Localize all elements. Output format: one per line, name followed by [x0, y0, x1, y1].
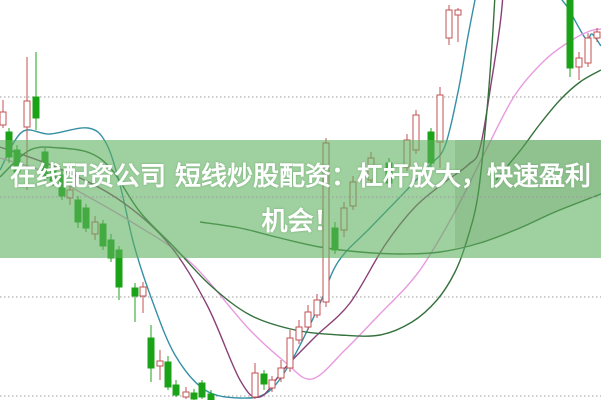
candle: [190, 392, 198, 400]
candle: [0, 111, 7, 126]
candle: [164, 361, 172, 388]
candle: [139, 286, 147, 297]
ma-fast-teal-right: [561, 0, 601, 47]
candle: [32, 96, 40, 119]
candle: [147, 337, 155, 369]
candle: [295, 326, 303, 341]
candle: [131, 287, 139, 297]
banner-overlay: [0, 140, 601, 258]
candle: [182, 391, 190, 398]
candle: [566, 0, 574, 69]
candle: [454, 9, 462, 16]
candle: [251, 372, 259, 398]
candle: [23, 100, 31, 128]
candle: [172, 384, 180, 396]
candle: [277, 367, 285, 379]
candle: [286, 337, 294, 369]
candle: [313, 299, 321, 316]
band-shade: [455, 140, 601, 248]
candle: [436, 94, 444, 143]
candle: [304, 311, 312, 328]
candle: [575, 57, 583, 68]
candle: [207, 393, 215, 400]
candle: [593, 31, 601, 39]
candle: [584, 37, 592, 64]
candle: [445, 9, 453, 39]
candle: [156, 360, 164, 367]
candle: [260, 373, 268, 385]
candle: [268, 379, 276, 389]
candle: [198, 382, 206, 398]
